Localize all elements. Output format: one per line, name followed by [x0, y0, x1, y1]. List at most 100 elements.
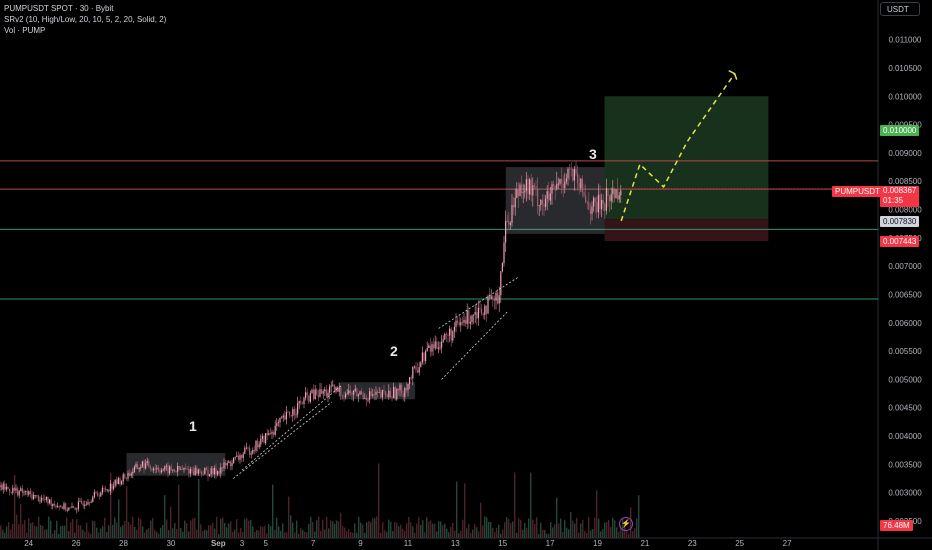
volume-bar	[556, 497, 558, 538]
candle-body	[119, 477, 121, 485]
volume-bar	[80, 525, 82, 538]
candle-body	[2, 483, 4, 490]
volume-bar	[134, 526, 136, 538]
volume-bar	[488, 521, 490, 538]
volume-bar	[626, 530, 628, 538]
volume-bar	[500, 533, 502, 538]
candle-body	[76, 508, 78, 510]
candle-body	[620, 190, 622, 196]
candle-body	[53, 503, 55, 506]
candle-body	[455, 320, 457, 327]
volume-bar	[322, 519, 324, 538]
candle-body	[21, 488, 23, 493]
volume-bar	[298, 533, 300, 538]
volume-bar	[92, 520, 94, 538]
volume-bar	[554, 524, 556, 538]
candle-body	[260, 438, 262, 445]
candle-body	[185, 467, 187, 469]
volume-bar	[102, 526, 104, 538]
candle-body	[489, 295, 491, 299]
volume-bar	[464, 483, 466, 538]
volume-bar	[438, 521, 440, 538]
volume-bar	[96, 527, 98, 538]
lightning-icon[interactable]: ⚡	[619, 517, 633, 531]
candle-body	[388, 390, 390, 398]
volume-bar	[178, 484, 180, 538]
volume-bar	[470, 533, 472, 538]
candle-body	[289, 412, 291, 416]
candle-body	[561, 179, 563, 184]
volume-bar	[22, 524, 24, 538]
volume-bar	[140, 519, 142, 538]
volume-bar	[606, 522, 608, 538]
candle-body	[245, 447, 247, 449]
candle-body	[285, 411, 287, 420]
volume-bar	[580, 523, 582, 538]
candle-body	[133, 467, 135, 473]
candle-body	[471, 315, 473, 322]
volume-bar	[578, 532, 580, 538]
volume-bar	[634, 528, 636, 538]
candle-body	[377, 391, 379, 393]
candle-body	[505, 220, 507, 243]
volume-bar	[412, 526, 414, 538]
candle-body	[545, 198, 547, 207]
volume-bar	[40, 525, 42, 538]
currency-unit-button[interactable]: USDT	[880, 2, 920, 16]
volume-bar	[442, 524, 444, 538]
candle-body	[525, 179, 527, 191]
volume-bar	[468, 524, 470, 538]
candle-body	[399, 384, 401, 391]
candle-body	[108, 489, 110, 492]
candle-body	[58, 506, 60, 508]
candle-body	[196, 467, 198, 474]
volume-bar	[510, 523, 512, 538]
candle-body	[556, 183, 558, 190]
volume-bar	[182, 531, 184, 538]
candle-body	[532, 185, 534, 196]
candle-body	[490, 296, 492, 299]
candle-body	[97, 492, 99, 496]
candle-body	[255, 440, 257, 451]
volume-bar	[170, 506, 172, 538]
volume-bar	[226, 527, 228, 538]
x-tick-label: 21	[640, 539, 649, 548]
volume-bar	[350, 532, 352, 538]
volume-bar	[598, 518, 600, 538]
candle-body	[421, 352, 423, 363]
candle-body	[277, 422, 279, 424]
volume-bar	[130, 524, 132, 538]
volume-bar	[632, 531, 634, 538]
candle-body	[93, 492, 95, 497]
volume-bar	[98, 532, 100, 538]
wave-label-1: 1	[189, 418, 197, 434]
volume-bar	[104, 517, 106, 538]
volume-bar	[570, 511, 572, 538]
volume-bar	[12, 523, 14, 538]
volume-bar	[532, 519, 534, 538]
candle-body	[593, 197, 595, 207]
candle-body	[517, 189, 519, 197]
volume-bar	[88, 532, 90, 538]
volume-bar	[416, 523, 418, 538]
volume-bar	[494, 532, 496, 538]
volume-bar	[252, 526, 254, 538]
candle-body	[138, 468, 140, 470]
candle-body	[170, 466, 172, 470]
candle-body	[149, 467, 151, 469]
candle-body	[410, 377, 412, 379]
candle-body	[4, 483, 6, 490]
candle-body	[250, 453, 252, 455]
volume-bar	[124, 521, 126, 538]
candle-body	[18, 490, 20, 496]
candle-body	[372, 394, 374, 396]
volume-bar	[520, 519, 522, 538]
candle-body	[36, 495, 38, 496]
candle-body	[157, 467, 159, 471]
candle-body	[596, 202, 598, 213]
candle-body	[605, 188, 607, 211]
volume-bar	[448, 532, 450, 538]
candle-body	[60, 506, 62, 508]
volume-bar	[174, 522, 176, 538]
